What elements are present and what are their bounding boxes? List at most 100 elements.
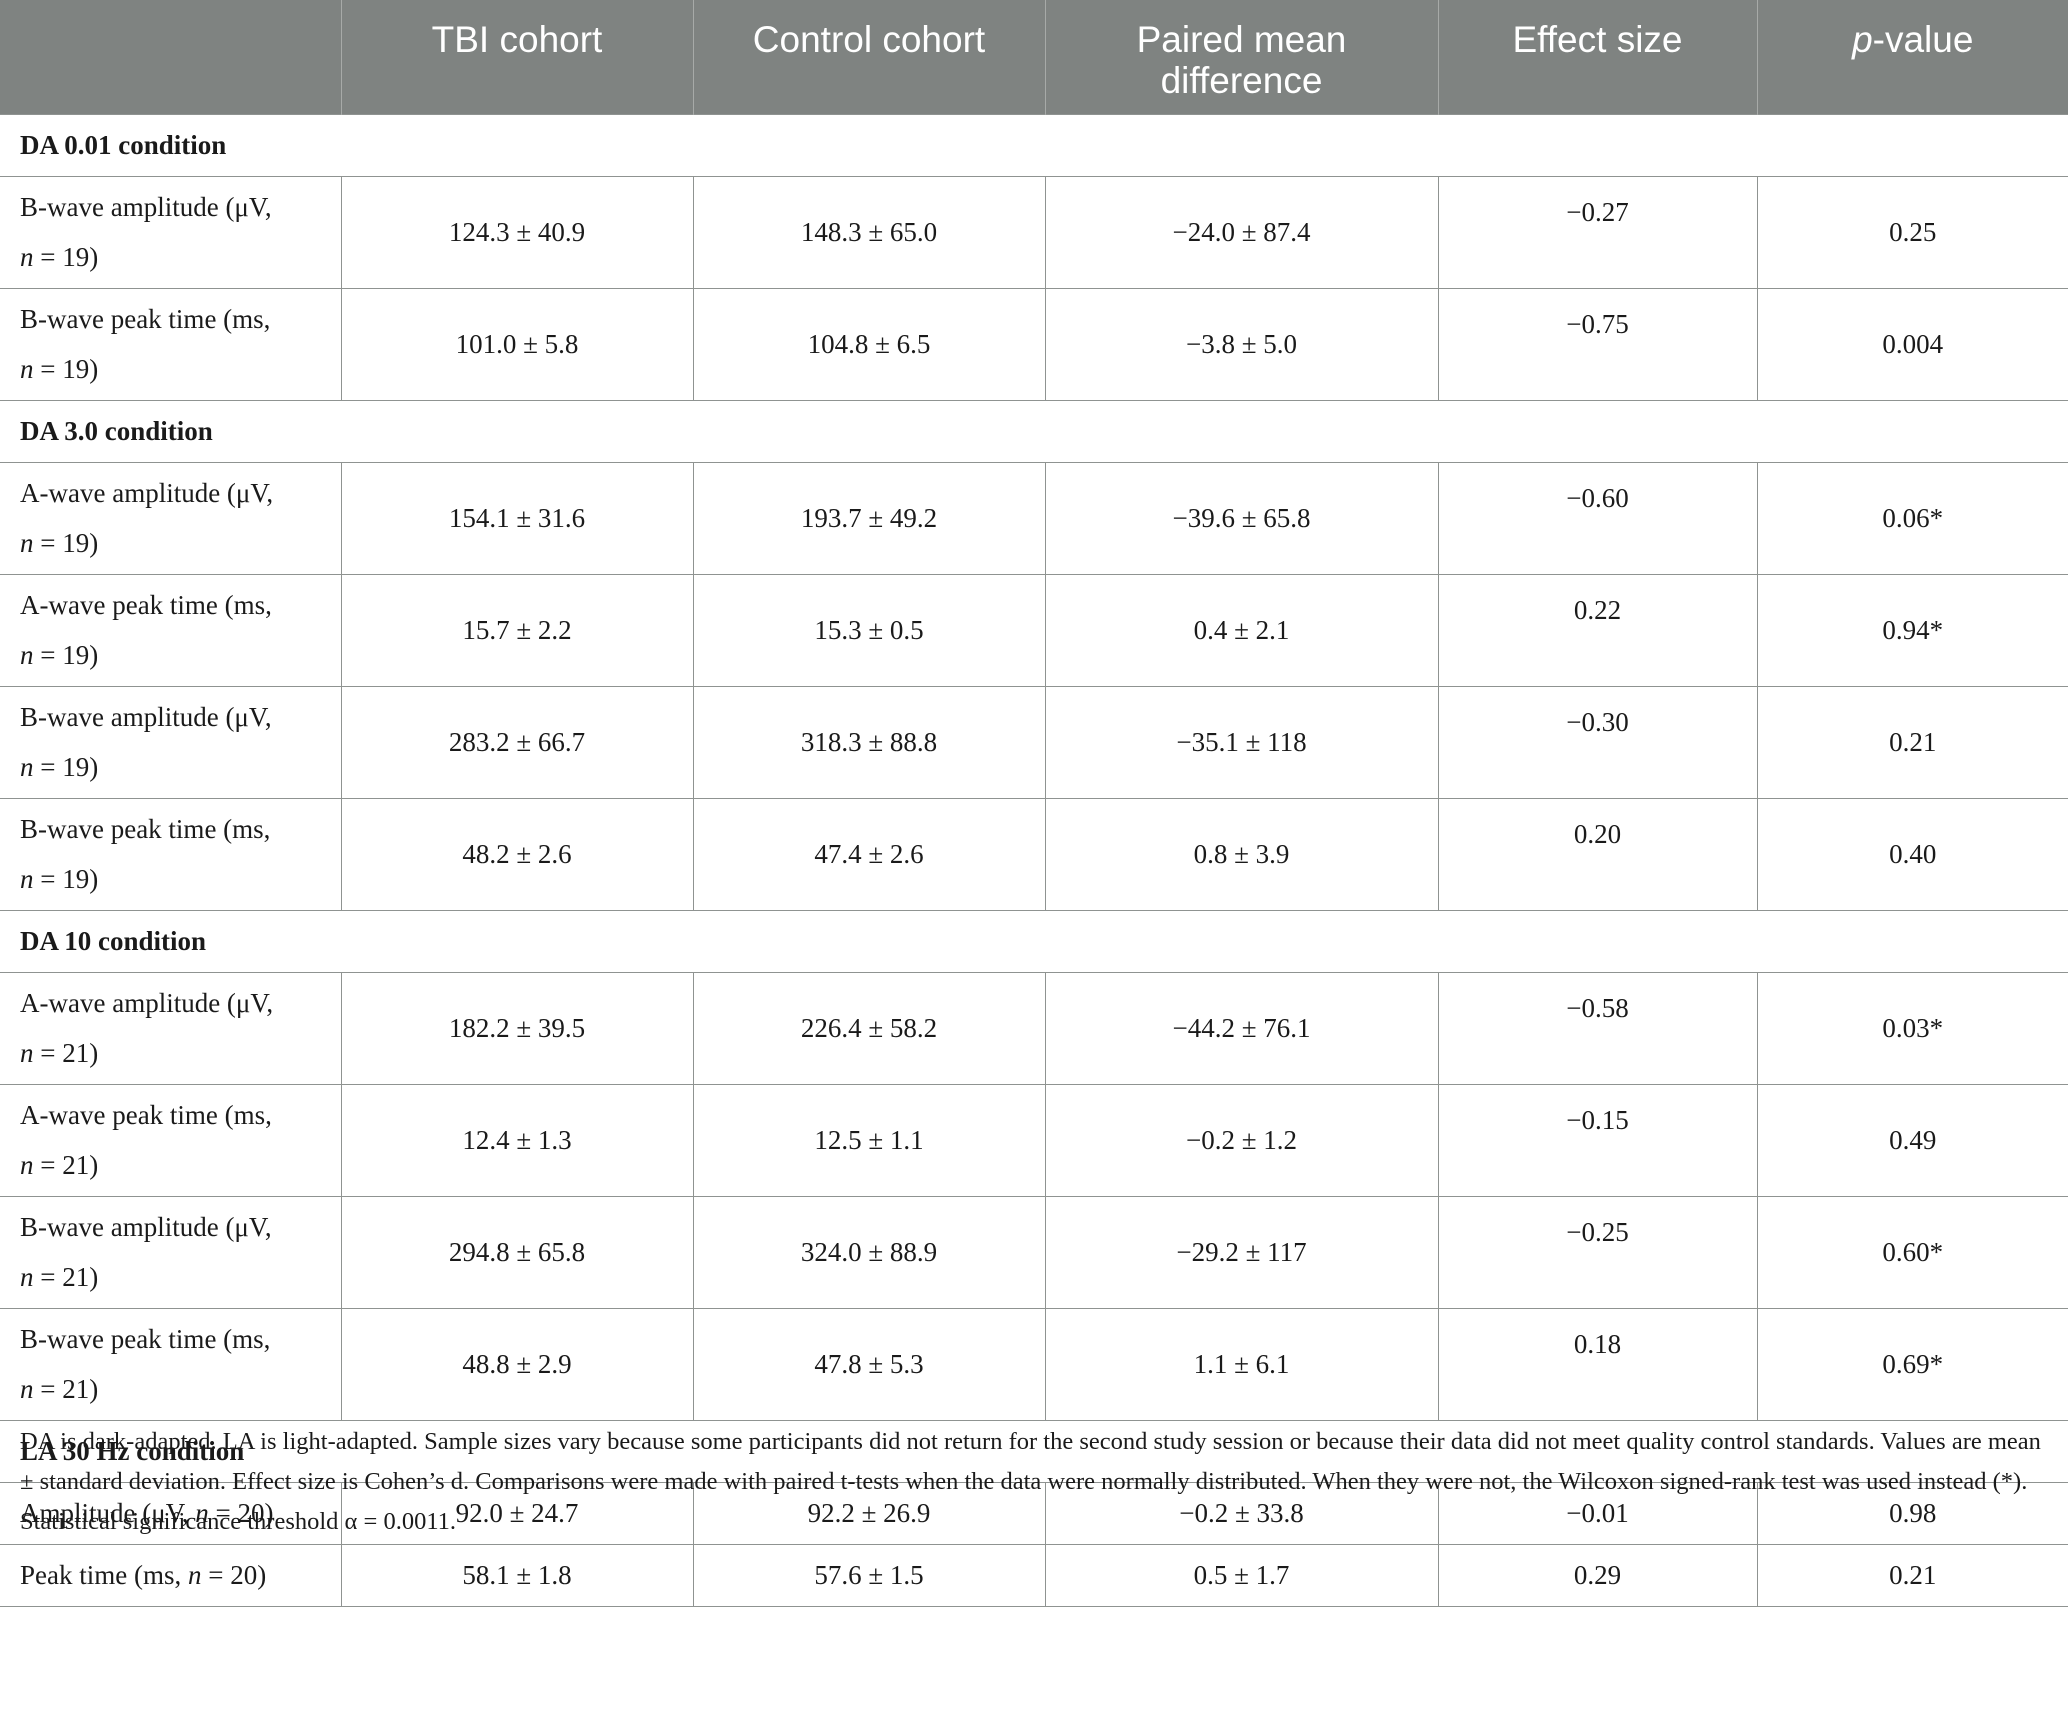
tbi-value: 92.0 ± 24.7 — [340, 1481, 694, 1545]
measure-label: A-wave peak time (ms, n = 19) — [0, 573, 342, 687]
section-title: DA 10 condition — [0, 909, 2068, 973]
tbi-value: 294.8 ± 65.8 — [340, 1195, 694, 1309]
sample-size-value: = 19) — [33, 354, 99, 384]
measure-label: B-wave peak time (ms, n = 21) — [0, 1307, 342, 1421]
sample-size-value: = 21) — [33, 1038, 99, 1068]
effect-size-value: −0.60 — [1437, 461, 1758, 575]
sample-size-value: = 20) — [201, 1560, 267, 1590]
header-tbi-cohort: TBI cohort — [341, 0, 694, 114]
table-row: B-wave amplitude (μV, n = 21) 294.8 ± 65.8… — [0, 1195, 2068, 1309]
control-value: 12.5 ± 1.1 — [692, 1083, 1046, 1197]
effect-size-value: −0.27 — [1437, 175, 1758, 289]
measure-label-text: A-wave peak time (ms, — [20, 1100, 272, 1130]
control-value: 324.0 ± 88.9 — [692, 1195, 1046, 1309]
table-row: A-wave peak time (ms, n = 21) 12.4 ± 1.3 12… — [0, 1083, 2068, 1197]
measure-label-text: B-wave peak time (ms, — [20, 304, 271, 334]
measure-label: Amplitude (μV, n = 20) — [0, 1481, 342, 1545]
tbi-value: 283.2 ± 66.7 — [340, 685, 694, 799]
tbi-value: 15.7 ± 2.2 — [340, 573, 694, 687]
measure-label: A-wave amplitude (μV, n = 21) — [0, 971, 342, 1085]
tbi-value: 124.3 ± 40.9 — [340, 175, 694, 289]
table-header: TBI cohort Control cohort Paired mean dif… — [0, 0, 2068, 114]
paired-difference-value: −0.2 ± 1.2 — [1044, 1083, 1439, 1197]
tbi-value: 101.0 ± 5.8 — [340, 287, 694, 401]
measure-label: A-wave amplitude (μV, n = 19) — [0, 461, 342, 575]
tbi-value: 182.2 ± 39.5 — [340, 971, 694, 1085]
sample-size-symbol: n — [20, 864, 34, 894]
sample-size-symbol: n — [20, 242, 34, 272]
p-value: 0.69* — [1756, 1307, 2068, 1421]
header-effect-size: Effect size — [1438, 0, 1758, 114]
section-row: LA 30 Hz condition — [0, 1419, 2068, 1483]
measure-label-text: B-wave amplitude (μV, — [20, 702, 272, 732]
table-footnote: DA is dark-adapted. LA is light-adapted.… — [20, 1428, 2041, 1535]
table-row: B-wave peak time (ms, n = 19) 48.2 ± 2.6 47… — [0, 797, 2068, 911]
measure-label: A-wave peak time (ms, n = 21) — [0, 1083, 342, 1197]
tbi-value: 48.2 ± 2.6 — [340, 797, 694, 911]
control-value: 148.3 ± 65.0 — [692, 175, 1046, 289]
control-value: 104.8 ± 6.5 — [692, 287, 1046, 401]
effect-size-value: 0.29 — [1437, 1543, 1758, 1607]
sample-size-value: = 20) — [208, 1498, 274, 1528]
paired-difference-value: 0.8 ± 3.9 — [1044, 797, 1439, 911]
measure-label-text: Amplitude (μV, — [20, 1498, 196, 1528]
table-row: B-wave amplitude (μV, n = 19) 283.2 ± 66.7… — [0, 685, 2068, 799]
sample-size-value: = 19) — [33, 640, 99, 670]
sample-size-symbol: n — [20, 1038, 34, 1068]
table-row: B-wave peak time (ms, n = 19) 101.0 ± 5.8 1… — [0, 287, 2068, 401]
p-value: 0.94* — [1756, 573, 2068, 687]
sample-size-symbol: n — [20, 1262, 34, 1292]
sample-size-symbol: n — [195, 1498, 209, 1528]
sample-size-value: = 19) — [33, 528, 99, 558]
p-value: 0.21 — [1756, 1543, 2068, 1607]
results-table: TBI cohort Control cohort Paired mean dif… — [0, 0, 2068, 1607]
measure-label-text: B-wave peak time (ms, — [20, 814, 271, 844]
effect-size-value: 0.22 — [1437, 573, 1758, 687]
table-row: A-wave amplitude (μV, n = 21) 182.2 ± 39.5… — [0, 971, 2068, 1085]
control-value: 57.6 ± 1.5 — [692, 1543, 1046, 1607]
effect-size-value: −0.75 — [1437, 287, 1758, 401]
table-row: B-wave amplitude (μV, n = 19) 124.3 ± 40.9… — [0, 175, 2068, 289]
p-value: 0.03* — [1756, 971, 2068, 1085]
p-value: 0.60* — [1756, 1195, 2068, 1309]
section-title: DA 3.0 condition — [0, 399, 2068, 463]
paired-difference-value: −24.0 ± 87.4 — [1044, 175, 1439, 289]
paired-difference-value: −0.2 ± 33.8 — [1044, 1481, 1439, 1545]
sample-size-value: = 19) — [33, 752, 99, 782]
effect-size-value: 0.18 — [1437, 1307, 1758, 1421]
measure-label: B-wave amplitude (μV, n = 19) — [0, 685, 342, 799]
header-row: TBI cohort Control cohort Paired mean dif… — [0, 0, 2068, 114]
p-value: 0.98 — [1756, 1481, 2068, 1545]
sample-size-value: = 21) — [33, 1374, 99, 1404]
sample-size-symbol: n — [187, 1560, 202, 1590]
control-value: 92.2 ± 26.9 — [692, 1481, 1046, 1545]
paired-difference-value: −29.2 ± 117 — [1044, 1195, 1439, 1309]
paired-difference-value: 0.4 ± 2.1 — [1044, 573, 1439, 687]
tbi-value: 154.1 ± 31.6 — [340, 461, 694, 575]
section-title: LA 30 Hz condition — [0, 1419, 2068, 1483]
measure-label: Peak time (ms, n = 20) — [0, 1543, 342, 1607]
table-row: Amplitude (μV, n = 20) 92.0 ± 24.7 92.2 ± … — [0, 1481, 2068, 1545]
header-measure — [0, 0, 342, 114]
effect-size-value: −0.58 — [1437, 971, 1758, 1085]
header-p-value: p-value — [1757, 0, 2068, 114]
sample-size-value: = 21) — [33, 1150, 99, 1180]
p-value: 0.06* — [1756, 461, 2068, 575]
sample-size-symbol: n — [20, 752, 34, 782]
paired-difference-value: −3.8 ± 5.0 — [1044, 287, 1439, 401]
control-value: 47.8 ± 5.3 — [692, 1307, 1046, 1421]
control-value: 47.4 ± 2.6 — [692, 797, 1046, 911]
control-value: 318.3 ± 88.8 — [692, 685, 1046, 799]
tbi-value: 12.4 ± 1.3 — [340, 1083, 694, 1197]
paired-difference-value: −39.6 ± 65.8 — [1044, 461, 1439, 575]
sample-size-value: = 21) — [33, 1262, 99, 1292]
effect-size-value: −0.15 — [1437, 1083, 1758, 1197]
tbi-value: 58.1 ± 1.8 — [340, 1543, 694, 1607]
measure-label-text: A-wave peak time (ms, — [20, 590, 272, 620]
p-value: 0.21 — [1756, 685, 2068, 799]
sample-size-symbol: n — [20, 354, 34, 384]
p-value: 0.004 — [1756, 287, 2068, 401]
sample-size-symbol: n — [20, 1150, 34, 1180]
sample-size-symbol: n — [20, 640, 34, 670]
sample-size-value: = 19) — [33, 242, 99, 272]
